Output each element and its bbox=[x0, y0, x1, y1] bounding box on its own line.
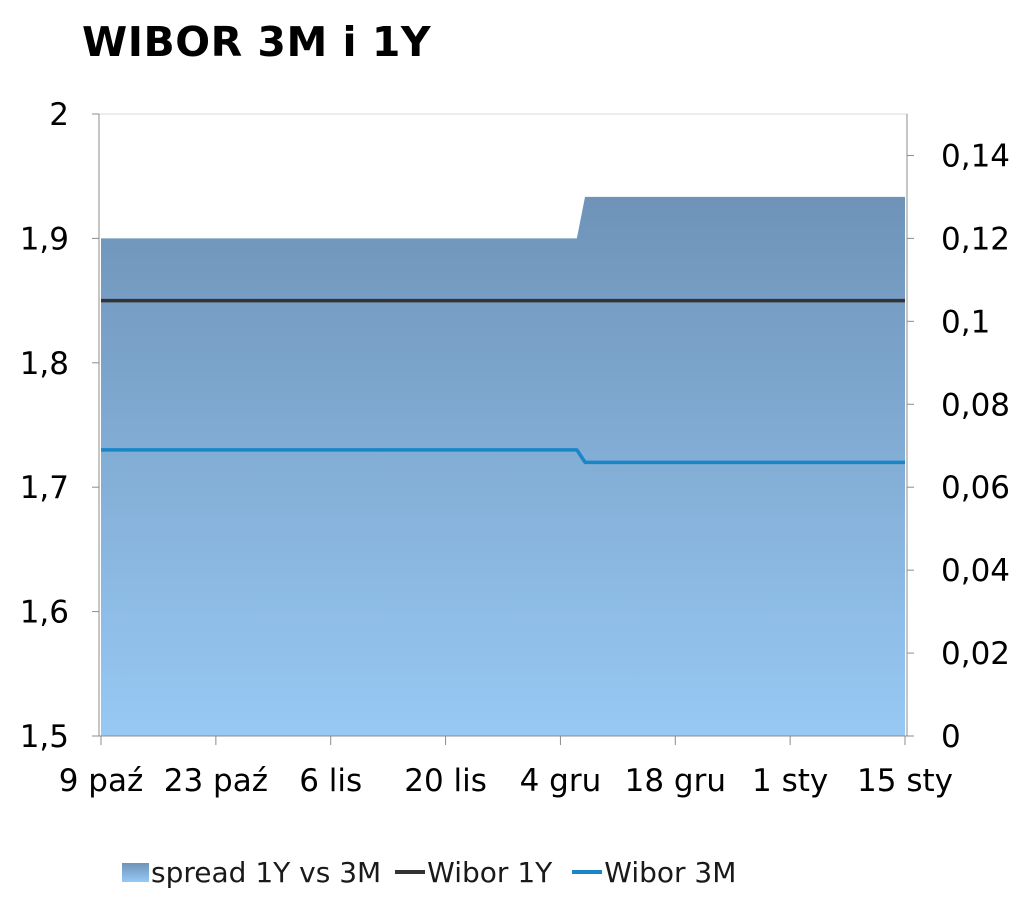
y-left-tick-label: 1,6 bbox=[20, 595, 69, 631]
y-right-tick-label: 0,08 bbox=[941, 387, 1010, 423]
legend-label-spread: spread 1Y vs 3M bbox=[151, 855, 382, 889]
legend-item-wibor-3m: Wibor 3M bbox=[572, 856, 736, 889]
legend-label-wibor-3m: Wibor 3M bbox=[604, 855, 737, 889]
legend-item-spread: spread 1Y vs 3M bbox=[122, 856, 381, 889]
series-wibor-3m-line bbox=[101, 448, 905, 465]
y-right-tick-label: 0,04 bbox=[941, 553, 1010, 589]
y-left-tick-label: 1,7 bbox=[20, 470, 69, 506]
y-right-tick-label: 0,12 bbox=[941, 221, 1010, 257]
legend: spread 1Y vs 3M Wibor 1Y Wibor 3M bbox=[122, 852, 736, 892]
y-right-tick-label: 0 bbox=[941, 719, 961, 755]
x-tick-label: 18 gru bbox=[625, 763, 726, 799]
x-tick-label: 23 paź bbox=[164, 763, 268, 799]
x-tick-label: 1 sty bbox=[752, 763, 828, 799]
x-tick-label: 15 sty bbox=[857, 763, 953, 799]
legend-swatch-wibor-3m bbox=[572, 870, 603, 874]
x-tick-label: 4 gru bbox=[520, 763, 602, 799]
legend-item-wibor-1y: Wibor 1Y bbox=[395, 856, 552, 889]
y-right-tick-label: 0,14 bbox=[941, 138, 1010, 174]
x-tick-label: 6 lis bbox=[299, 763, 362, 799]
x-tick-label: 20 lis bbox=[404, 763, 487, 799]
y-right-tick-label: 0,06 bbox=[941, 470, 1010, 506]
y-left-tick-label: 2 bbox=[49, 97, 69, 133]
y-left-tick-label: 1,9 bbox=[20, 221, 69, 257]
series-spread-1y-vs-3m-area bbox=[101, 196, 905, 736]
y-left-tick-label: 1,5 bbox=[20, 719, 69, 755]
chart-title: WIBOR 3M i 1Y bbox=[82, 18, 432, 66]
legend-swatch-spread bbox=[122, 862, 149, 882]
legend-swatch-wibor-1y bbox=[395, 870, 426, 874]
y-right-tick-label: 0,1 bbox=[941, 304, 990, 340]
x-tick-label: 9 paź bbox=[59, 763, 144, 799]
y-right-tick-label: 0,02 bbox=[941, 636, 1010, 672]
legend-label-wibor-1y: Wibor 1Y bbox=[427, 855, 553, 889]
y-left-tick-label: 1,8 bbox=[20, 346, 69, 382]
